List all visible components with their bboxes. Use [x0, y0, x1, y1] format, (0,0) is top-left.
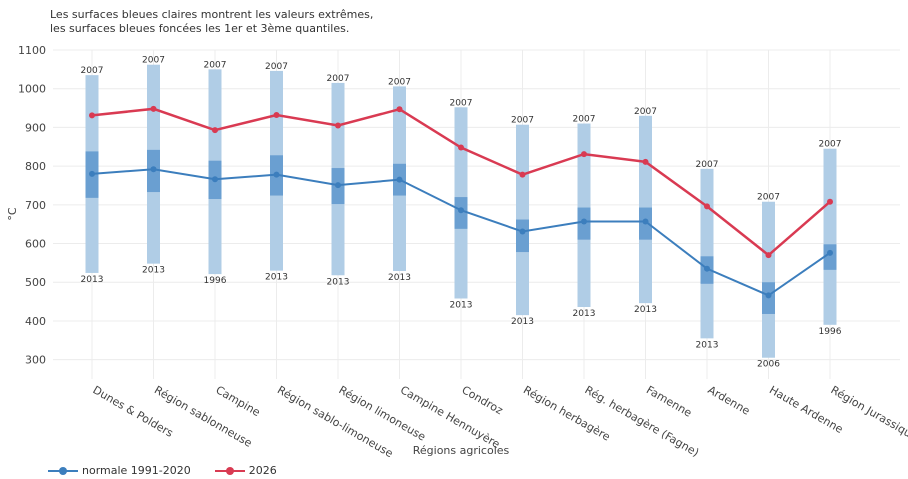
y-tick-label: 300	[25, 354, 46, 367]
data-point[interactable]	[273, 171, 280, 178]
min-year-label: 2013	[142, 266, 165, 276]
data-point[interactable]	[519, 171, 526, 178]
max-year-label: 2007	[142, 56, 165, 66]
data-point[interactable]	[581, 151, 587, 158]
min-year-label: 2013	[265, 273, 288, 283]
data-point[interactable]	[150, 166, 157, 173]
data-point[interactable]	[273, 112, 280, 119]
data-point[interactable]	[827, 198, 833, 205]
x-tick-label: Rég. herbagère (Fagne)	[583, 383, 702, 459]
legend-label-normale: normale 1991-2020	[82, 464, 191, 477]
x-tick-label: Condroz	[460, 383, 506, 417]
y-tick-label: 1000	[18, 83, 46, 96]
min-year-label: 2006	[757, 360, 780, 370]
data-point[interactable]	[396, 176, 403, 183]
min-year-label: 2013	[450, 300, 473, 310]
max-year-label: 2007	[81, 66, 104, 76]
max-year-label: 2007	[327, 74, 350, 84]
data-point[interactable]	[89, 170, 95, 177]
legend-swatch-normale	[48, 466, 78, 475]
data-point[interactable]	[458, 144, 464, 151]
max-year-label: 2007	[450, 98, 473, 108]
data-point[interactable]	[704, 203, 710, 210]
quartile-band	[823, 244, 837, 270]
chart-note: Les surfaces bleues claires montrent les…	[50, 8, 373, 36]
legend: normale 1991-2020 2026	[48, 464, 277, 477]
data-point[interactable]	[396, 106, 403, 113]
y-tick-label: 600	[25, 238, 46, 251]
x-tick-label: Région Jurassique	[829, 383, 908, 443]
max-year-label: 2007	[204, 60, 227, 70]
max-year-label: 2007	[757, 193, 780, 203]
y-tick-label: 800	[25, 160, 46, 173]
y-tick-label: 700	[25, 199, 46, 212]
data-point[interactable]	[642, 158, 649, 165]
max-year-label: 2007	[573, 115, 596, 125]
data-point[interactable]	[581, 218, 587, 225]
min-year-label: 2013	[327, 277, 350, 287]
data-point[interactable]	[704, 265, 710, 272]
data-point[interactable]	[642, 218, 649, 225]
min-year-label: 2013	[511, 317, 534, 327]
min-year-label: 2013	[388, 273, 411, 283]
min-year-label: 1996	[204, 276, 227, 286]
data-point[interactable]	[89, 112, 95, 119]
x-tick-label: Campine Hennuyère	[398, 383, 502, 451]
data-point[interactable]	[765, 292, 772, 299]
y-tick-label: 400	[25, 315, 46, 328]
x-tick-label: Famenne	[644, 383, 694, 420]
max-year-label: 2007	[634, 107, 657, 117]
min-year-label: 2013	[81, 275, 104, 285]
y-axis-title: °C	[6, 207, 19, 221]
min-year-label: 2013	[634, 305, 657, 315]
quartile-band	[516, 219, 529, 253]
data-point[interactable]	[212, 176, 218, 183]
data-point[interactable]	[519, 228, 526, 235]
y-tick-label: 1100	[18, 44, 46, 57]
legend-item-normale[interactable]: normale 1991-2020	[48, 464, 191, 477]
data-point[interactable]	[150, 105, 157, 112]
legend-item-2026[interactable]: 2026	[214, 464, 277, 477]
x-tick-label: Campine	[214, 383, 263, 419]
max-year-label: 2007	[265, 62, 288, 72]
data-point[interactable]	[827, 249, 833, 256]
extreme-band	[823, 148, 837, 325]
legend-swatch-2026	[214, 466, 245, 475]
legend-label-2026: 2026	[248, 464, 277, 477]
note-line-2: les surfaces bleues foncées les 1er et 3…	[50, 22, 350, 35]
data-point[interactable]	[765, 252, 772, 259]
y-tick-label: 500	[25, 276, 46, 289]
note-line-1: Les surfaces bleues claires montrent les…	[50, 8, 374, 21]
data-point[interactable]	[335, 182, 341, 189]
max-year-label: 2007	[388, 77, 411, 87]
min-year-label: 1996	[819, 327, 842, 337]
data-point[interactable]	[458, 207, 464, 214]
extreme-band	[762, 201, 775, 358]
x-tick-label: Ardenne	[706, 383, 753, 418]
max-year-label: 2007	[696, 160, 719, 170]
x-tick-label: Région sablo-limoneuse	[275, 383, 395, 460]
data-point[interactable]	[212, 127, 218, 134]
x-axis-title: Régions agricoles	[413, 444, 510, 457]
y-tick-label: 900	[25, 121, 46, 134]
max-year-label: 2007	[511, 116, 534, 126]
min-year-label: 2013	[696, 340, 719, 350]
min-year-label: 2013	[573, 309, 596, 319]
max-year-label: 2007	[819, 140, 842, 150]
extreme-band	[700, 168, 714, 339]
data-point[interactable]	[335, 122, 341, 129]
